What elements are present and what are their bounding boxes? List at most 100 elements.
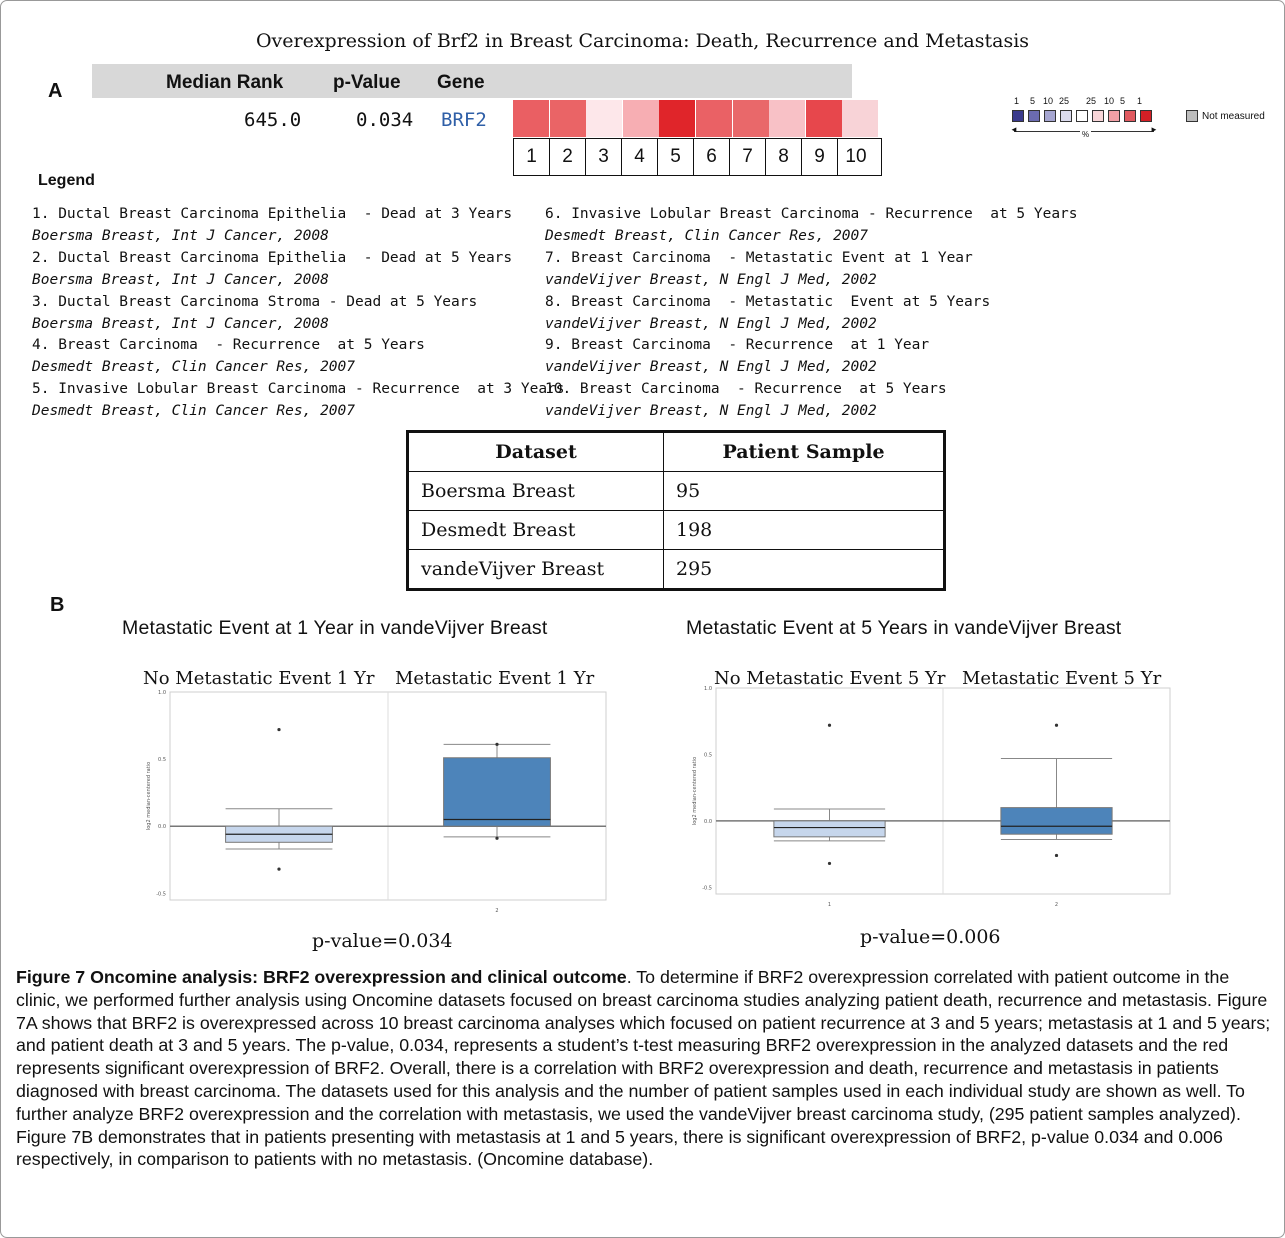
color-key-swatch xyxy=(1124,110,1136,122)
y-tick-label: -0.5 xyxy=(702,885,712,891)
x-tick-label: 1 xyxy=(828,902,831,908)
table-row: vandeVijver Breast 295 xyxy=(407,549,945,590)
dataset-name: vandeVijver Breast xyxy=(407,549,664,590)
outlier-point xyxy=(827,723,832,727)
heatmap-cell[interactable] xyxy=(696,100,732,137)
legend-entry: 10. Breast Carcinoma - Recurrence at 5 Y… xyxy=(545,381,947,398)
heatmap-cell[interactable] xyxy=(805,100,842,137)
heatmap-row xyxy=(513,100,879,138)
heatmap-column-number: 5 xyxy=(658,139,694,175)
color-key-swatch xyxy=(1012,110,1024,122)
heatmap-column-number: 4 xyxy=(622,139,658,175)
color-key-label: 1 xyxy=(1137,96,1143,106)
panel-b-letter: B xyxy=(50,594,65,616)
plot2-title: Metastatic Event at 5 Years in vandeVijv… xyxy=(686,617,1122,639)
median-rank-value: 645.0 xyxy=(244,109,302,131)
panel-a-header-bar xyxy=(92,64,852,98)
heatmap-cell[interactable] xyxy=(732,100,769,137)
y-tick-label: -0.5 xyxy=(156,891,166,897)
outlier-point xyxy=(277,727,281,732)
heatmap-column-number: 10 xyxy=(845,146,867,167)
color-key-swatch xyxy=(1076,110,1088,122)
color-key-label: 1 xyxy=(1014,96,1020,106)
color-key-label: 10 xyxy=(1043,96,1054,106)
plot1-p-value: p-value=0.034 xyxy=(312,930,453,952)
y-tick-label: 0.5 xyxy=(158,757,166,763)
color-key-label: 25 xyxy=(1059,96,1070,106)
patient-sample-count: 95 xyxy=(663,471,945,511)
color-key-swatch xyxy=(1044,110,1056,122)
y-axis-label: log2 median-centered ratio xyxy=(146,762,152,830)
legend-entry: vandeVijver Breast, N Engl J Med, 2002 xyxy=(545,403,877,420)
heatmap-cell[interactable] xyxy=(586,100,623,137)
plot2-boxplot: -0.5 0.0 0.5 1.0 log2 median-centered ratio 1… xyxy=(692,686,1171,908)
panel-a-letter: A xyxy=(48,80,63,102)
color-key-label: 10 xyxy=(1104,96,1115,106)
gene-link[interactable]: BRF2 xyxy=(441,109,487,131)
dataset-table: Dataset Patient Sample Boersma Breast 95… xyxy=(406,430,946,591)
heatmap-cell[interactable] xyxy=(549,100,586,137)
color-key: 1 5 10 25 25 10 5 1 Not measured ◄ ►% xyxy=(1010,92,1280,142)
box xyxy=(443,757,551,827)
legend-entry: 7. Breast Carcinoma - Metastatic Event a… xyxy=(545,249,973,266)
plot1-title: Metastatic Event at 1 Year in vandeVijve… xyxy=(122,617,548,639)
legend-left-column: 1. Ductal Breast Carcinoma Epithelia - D… xyxy=(32,204,565,423)
heatmap-column-number: 3 xyxy=(586,139,622,175)
median-rank-header: Median Rank xyxy=(166,72,284,93)
color-key-swatch xyxy=(1060,110,1072,122)
plot2-p-value: p-value=0.006 xyxy=(860,926,1001,948)
legend-right-column: 6. Invasive Lobular Breast Carcinoma - R… xyxy=(545,204,1078,423)
box xyxy=(773,820,886,838)
box xyxy=(1000,807,1113,835)
patient-sample-count: 295 xyxy=(663,549,945,590)
patient-sample-header: Patient Sample xyxy=(663,431,945,472)
plot1-group2-label: Metastatic Event 1 Yr xyxy=(395,668,595,689)
legend-entry: 4. Breast Carcinoma - Recurrence at 5 Ye… xyxy=(32,337,425,354)
heatmap-column-number: 6 xyxy=(694,139,730,175)
outlier-point xyxy=(827,861,832,866)
color-key-swatch xyxy=(1140,110,1152,122)
dataset-name: Boersma Breast xyxy=(407,471,664,511)
heatmap-column-number: 9 xyxy=(802,139,838,175)
patient-sample-count: 198 xyxy=(663,510,945,550)
y-tick-label: 0.0 xyxy=(158,824,166,830)
legend-entry: Desmedt Breast, Clin Cancer Res, 2007 xyxy=(32,403,356,420)
p-value-value: 0.034 xyxy=(356,109,414,131)
arrow-left-icon: ◄ xyxy=(1010,125,1018,134)
outlier-point xyxy=(1054,723,1059,727)
plot1-boxplot: -0.5 0.0 0.5 1.0 log2 median-centered ratio 2 xyxy=(146,690,607,914)
outlier-point xyxy=(277,867,281,871)
x-tick-label: 2 xyxy=(1055,902,1058,908)
y-tick-label: 0.5 xyxy=(704,752,712,758)
dataset-name: Desmedt Breast xyxy=(407,510,664,550)
y-tick-label: 1.0 xyxy=(704,686,712,692)
legend-entry: 5. Invasive Lobular Breast Carcinoma - R… xyxy=(32,381,565,398)
legend-entry: 8. Breast Carcinoma - Metastatic Event a… xyxy=(545,293,991,310)
caption-title: Figure 7 Oncomine analysis: BRF2 overexp… xyxy=(16,967,627,987)
p-value-header: p-Value xyxy=(333,72,401,93)
legend-entry: 1. Ductal Breast Carcinoma Epithelia - D… xyxy=(32,206,513,222)
table-row: Desmedt Breast 198 xyxy=(407,510,945,550)
color-key-label: 5 xyxy=(1030,96,1036,106)
color-key-label: 5 xyxy=(1120,96,1126,106)
heatmap-cell[interactable] xyxy=(769,100,806,137)
plot1-group1-label: No Metastatic Event 1 Yr xyxy=(143,668,375,689)
heatmap-cell[interactable] xyxy=(622,100,659,137)
figure-title: Overexpression of Brf2 in Breast Carcino… xyxy=(255,30,1030,52)
not-measured-swatch xyxy=(1186,110,1198,122)
heatmap-cell[interactable] xyxy=(842,100,879,137)
table-row: Boersma Breast 95 xyxy=(407,471,945,511)
figure-caption: Figure 7 Oncomine analysis: BRF2 overexp… xyxy=(16,966,1271,1171)
legend-entry: 9. Breast Carcinoma - Recurrence at 1 Ye… xyxy=(545,337,930,354)
y-axis-label: log2 median-centered ratio xyxy=(692,757,698,825)
x-tick-label: 2 xyxy=(495,908,498,914)
heatmap-cell[interactable] xyxy=(513,100,549,137)
dataset-header: Dataset xyxy=(407,431,664,472)
legend-entry: Desmedt Breast, Clin Cancer Res, 2007 xyxy=(545,227,869,244)
color-key-swatch xyxy=(1092,110,1104,122)
legend-entry: Desmedt Breast, Clin Cancer Res, 2007 xyxy=(32,359,356,376)
heatmap-cell[interactable] xyxy=(659,100,696,137)
legend-entry: Boersma Breast, Int J Cancer, 2008 xyxy=(32,271,329,288)
heatmap-column-number: 2 xyxy=(550,139,586,175)
color-key-swatch xyxy=(1108,110,1120,122)
